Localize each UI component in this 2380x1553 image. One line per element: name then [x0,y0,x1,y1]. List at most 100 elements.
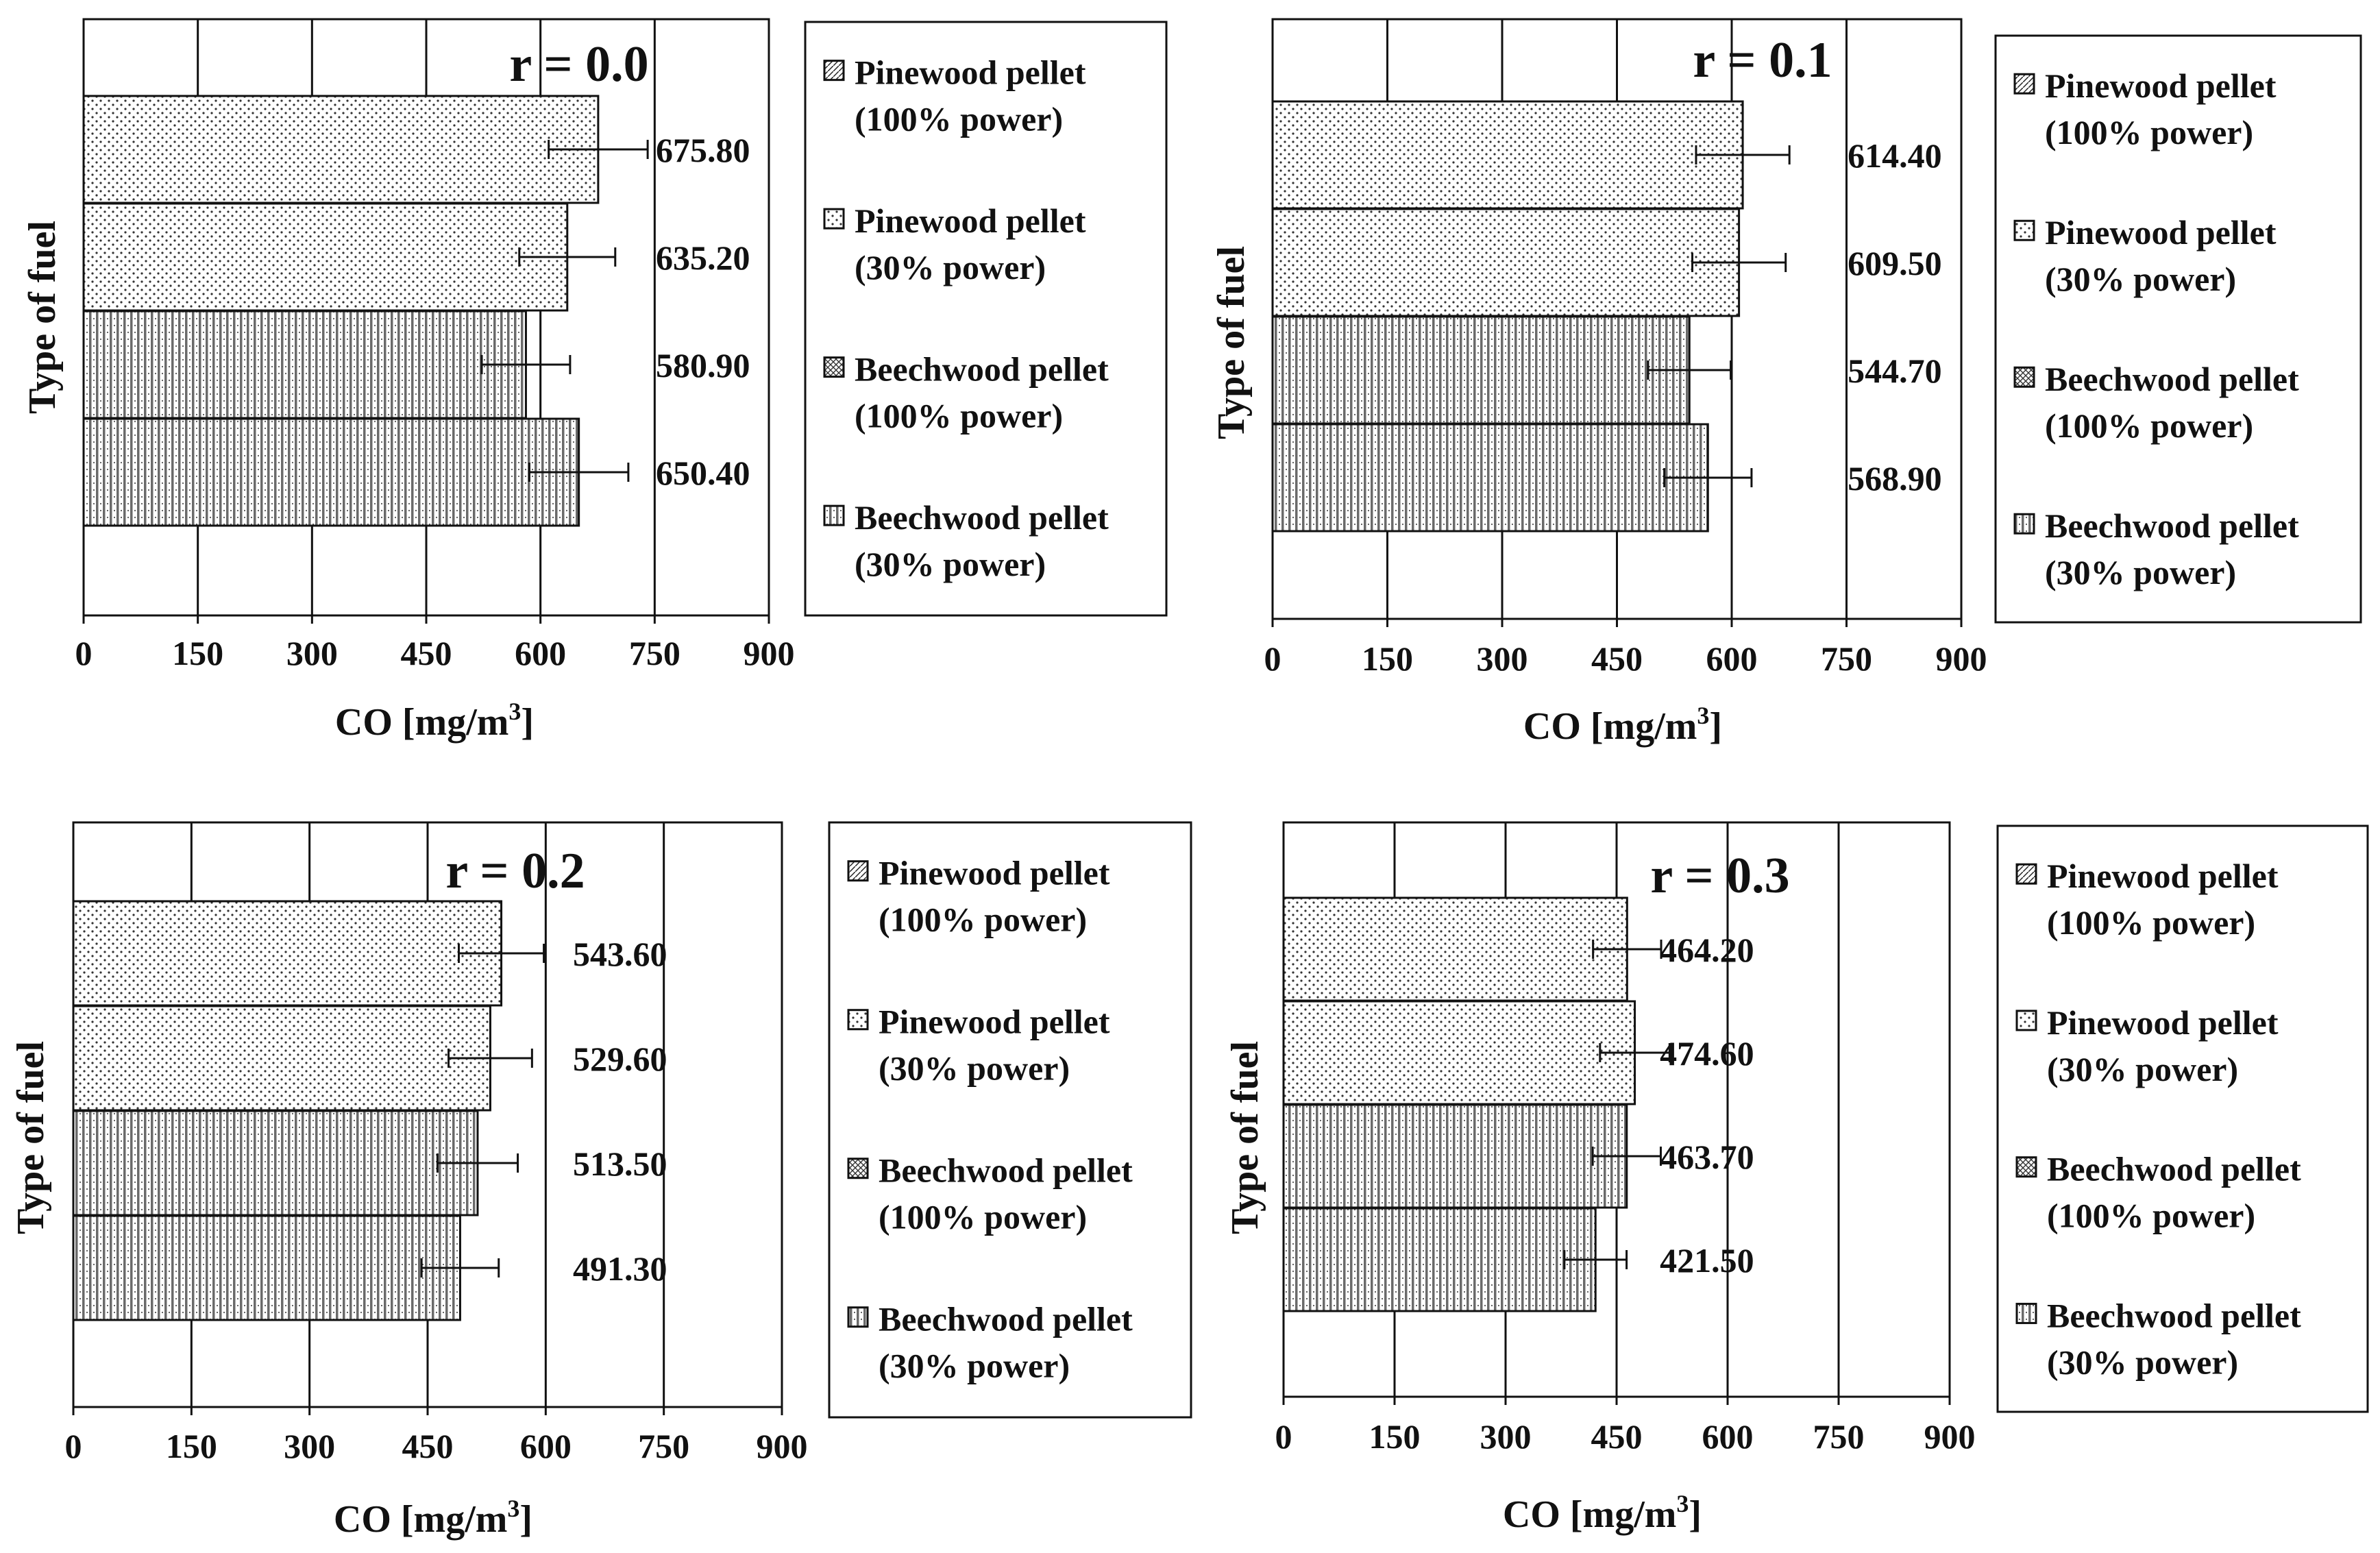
y-axis-label: Type of fuel [1210,246,1253,439]
x-tick-label: 750 [629,634,680,672]
x-tick-label: 300 [286,634,338,672]
legend-label-line2: (30% power) [879,1049,1070,1088]
legend-label-line1: Beechwood pellet [879,1300,1133,1338]
panel-title: r = 0.2 [445,843,585,899]
data-label: 614.40 [1848,136,1942,175]
data-label: 491.30 [573,1249,667,1288]
legend-swatch [2015,1156,2037,1178]
legend-swatch [823,504,845,526]
x-tick-label: 0 [1275,1417,1292,1456]
legend-swatch [823,60,845,82]
bar [72,900,503,1007]
legend-box [1996,824,2369,1413]
legend-label-line1: Beechwood pellet [855,498,1109,537]
bar [1271,100,1744,210]
x-tick-label: 300 [1480,1417,1532,1456]
x-axis-label-superscript: 3 [1676,1490,1689,1517]
bar [82,310,527,419]
chart-panel-3: 0 150 300 450 600 750 900 543.60 529.60 513.50 491… [10,821,1192,1541]
chart-panel-1: 0 150 300 450 600 750 900 675.80 635.20 580.90 650… [21,18,1168,744]
x-axis-label-superscript: 3 [508,698,521,725]
chart-panel-2: 0 150 300 450 600 750 900 614.40 609.50 544.70 568… [1210,18,2362,748]
legend-label-line2: (100% power) [879,901,1087,939]
legend-label-line2: (100% power) [855,397,1063,435]
x-axis-label-text: ] [519,1498,532,1541]
y-axis-label: Type of fuel [10,1041,52,1234]
bar [82,202,569,312]
bar [72,1214,461,1321]
data-label: 474.60 [1660,1034,1754,1073]
panel-title: r = 0.0 [509,36,648,93]
x-tick-label: 900 [1924,1417,1976,1456]
x-axis-label: CO [mg/m3] [335,698,534,744]
legend-label-line2: (30% power) [2047,1343,2238,1381]
x-tick-label: 0 [1264,639,1281,678]
data-label: 580.90 [656,346,750,384]
legend-label-line2: (100% power) [879,1198,1087,1236]
legend-label-line2: (30% power) [2047,1050,2238,1088]
data-label: 650.40 [656,454,750,492]
legend-label-line2: (100% power) [855,100,1063,138]
x-axis-label-text: ] [1709,705,1722,748]
legend-label-line1: Pinewood pellet [855,201,1086,240]
x-axis-label-text: ] [521,701,534,744]
legend-label-line1: Pinewood pellet [2047,1003,2279,1042]
legend-swatch [823,208,845,230]
bar [1271,423,1709,533]
legend-label-line1: Pinewood pellet [2047,857,2279,895]
x-tick-label: 150 [1362,639,1413,678]
legend-swatch [847,1158,869,1179]
legend-label-line1: Beechwood pellet [2045,360,2299,398]
bar [1282,896,1628,1002]
x-axis-label: CO [mg/m3] [1503,1490,1702,1536]
legend-box [828,821,1192,1419]
data-label: 543.60 [573,935,667,973]
bar [1271,208,1741,317]
legend-label-line2: (30% power) [855,545,1046,583]
legend-label-line2: (100% power) [2047,1197,2255,1235]
legend-swatch [2013,513,2035,535]
legend-label-line1: Pinewood pellet [879,854,1110,892]
x-tick-label: 600 [1702,1417,1754,1456]
legend-box [804,21,1168,617]
legend-label-line1: Beechwood pellet [2047,1296,2301,1334]
x-axis-label-text: ] [1689,1493,1702,1536]
data-label: 675.80 [656,131,750,169]
legend-label-line1: Pinewood pellet [2045,213,2277,252]
legend-label-line2: (30% power) [2045,553,2236,591]
bar [1271,315,1691,425]
x-tick-label: 900 [757,1427,808,1465]
legend-label-line2: (30% power) [879,1347,1070,1385]
legend-label-line2: (30% power) [2045,260,2236,298]
y-axis-label: Type of fuel [1224,1041,1266,1234]
legend-swatch [847,1009,869,1031]
legend-label-line1: Beechwood pellet [2047,1150,2301,1188]
x-tick-label: 900 [744,634,795,672]
x-tick-label: 150 [166,1427,217,1465]
data-label: 529.60 [573,1040,667,1078]
legend-label-line2: (100% power) [2045,113,2253,151]
x-tick-label: 300 [1477,639,1528,678]
bar [72,1110,479,1216]
x-axis-label-superscript: 3 [1697,702,1709,729]
legend-swatch [847,860,869,882]
legend-swatch [2013,366,2035,388]
x-axis-label-superscript: 3 [507,1495,519,1522]
x-axis-label-text: CO [mg/m [335,701,509,744]
x-tick-label: 450 [401,634,452,672]
legend-label-line2: (100% power) [2047,903,2255,942]
x-tick-label: 750 [1813,1417,1865,1456]
legend-label-line1: Pinewood pellet [879,1003,1110,1041]
data-label: 463.70 [1660,1138,1754,1176]
chart-panel-4: 0 150 300 450 600 750 900 464.20 474.60 463.70 421… [1224,821,2369,1536]
bar [72,1005,491,1112]
data-label: 544.70 [1848,352,1942,390]
legend-label-line1: Beechwood pellet [855,350,1109,389]
bar [1282,1207,1597,1312]
legend-label-line1: Beechwood pellet [2045,506,2299,545]
legend-swatch [2015,1302,2037,1324]
x-tick-label: 0 [75,634,93,672]
x-tick-label: 900 [1936,639,1987,678]
x-tick-label: 450 [1591,1417,1643,1456]
